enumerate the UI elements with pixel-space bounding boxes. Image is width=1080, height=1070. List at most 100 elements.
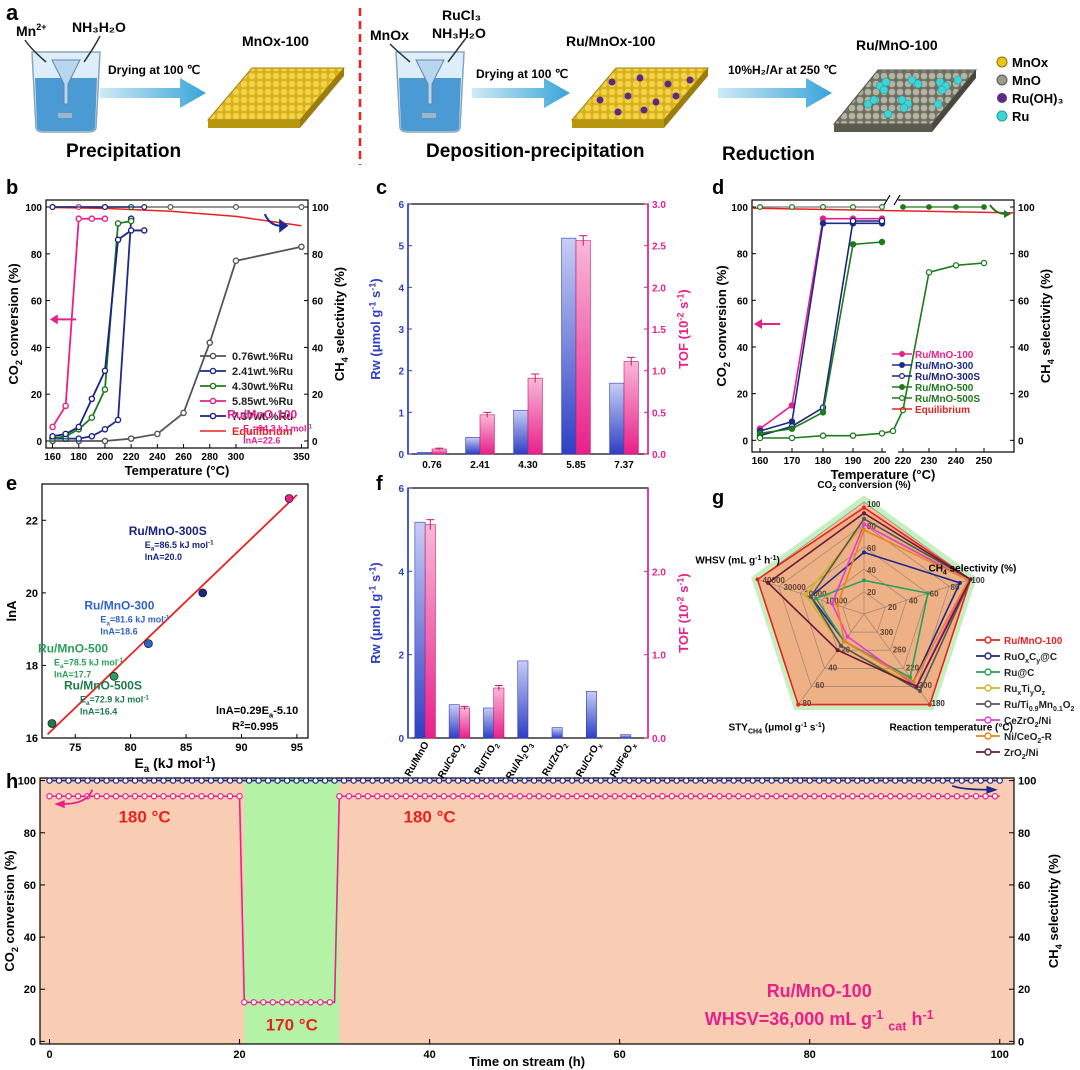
fit-equation: lnA=0.29Ea​-5.10 <box>216 705 298 719</box>
selectivity-point <box>849 204 856 211</box>
y-tick-label: 80 <box>737 250 749 261</box>
selectivity-point <box>46 777 53 784</box>
legend-marker <box>984 732 992 740</box>
legend-marker <box>984 652 992 660</box>
x-tick-label: 85 <box>180 742 192 754</box>
left-arrowhead-icon <box>54 800 65 809</box>
panel-c-letter: c <box>376 177 387 199</box>
conversion-point <box>122 793 129 800</box>
y2-tick-label: 0 <box>1018 1036 1024 1048</box>
selectivity-point <box>616 777 623 784</box>
y-tick-label: 100 <box>18 776 36 788</box>
selectivity-point <box>350 777 357 784</box>
selectivity-point <box>274 777 281 784</box>
point-name: Ru/MnO-500S <box>64 678 142 692</box>
legend-label: Equilibrium <box>232 426 293 438</box>
y-tick-label: 6 <box>398 484 404 495</box>
radar-tick: 60 <box>930 590 939 599</box>
selectivity-point <box>502 777 509 784</box>
data-point <box>925 269 933 276</box>
conversion-point <box>573 793 581 800</box>
selectivity-point <box>996 777 1003 784</box>
y-tick-label: 0 <box>742 436 748 447</box>
data-point <box>62 430 69 438</box>
radar-series-CeZrO2/Ni <box>831 523 970 688</box>
selectivity-point <box>245 777 253 784</box>
x-tick-label: 220 <box>895 456 912 467</box>
radar-point <box>830 601 835 606</box>
bar-rw <box>561 237 577 455</box>
y2-tick-label: 60 <box>1018 880 1030 892</box>
selectivity-point <box>587 777 595 784</box>
point-name: Ru/MnO-100 <box>227 408 297 422</box>
y-tick-label: 5 <box>398 242 404 253</box>
selectivity-point <box>255 777 262 784</box>
conversion-point <box>621 793 628 800</box>
y2-tick-label: 80 <box>312 250 324 261</box>
data-point <box>878 217 886 225</box>
legend-label: Ru/MnO-300S <box>915 372 980 383</box>
conversion-point <box>526 793 533 800</box>
panel-a-legend: MnOx MnO Ru(OH)₃ Ru <box>996 55 1064 124</box>
data-point <box>198 588 208 598</box>
legend-label: Ru@C <box>1004 668 1034 679</box>
conversion-point <box>944 793 951 800</box>
x-tick-label: 40 <box>423 1049 435 1061</box>
point-name: Ru/MnO-300S <box>129 524 207 538</box>
radar-point <box>838 643 843 648</box>
conversion-point <box>849 793 856 800</box>
legend-label: 2.41wt.%Ru <box>232 366 293 378</box>
conversion-point <box>963 793 970 800</box>
x-axis-title: Ea​ (kJ mol-1​) <box>134 755 215 775</box>
conversion-point <box>754 793 761 800</box>
conversion-point <box>269 999 277 1006</box>
selectivity-point <box>84 777 91 784</box>
selectivity-point <box>939 777 946 784</box>
conversion-point <box>160 793 167 800</box>
radar-axis-label: WHSV (mL g-1​ h-1​) <box>695 555 780 567</box>
y-tick-label: 40 <box>737 343 749 354</box>
conversion-point <box>583 793 590 800</box>
conversion-point <box>982 793 989 800</box>
y-axis-title: CO2​ conversion (%) <box>2 850 20 971</box>
panel-g-chart: 2040608010020406080100300260220200180204… <box>695 480 1074 761</box>
plot-frame <box>41 483 309 739</box>
conversion-point <box>497 793 505 800</box>
y-axis-title: CO2​ conversion (%) <box>714 265 732 386</box>
selectivity-point <box>835 777 842 784</box>
conversion-point <box>55 793 63 800</box>
data-point <box>47 719 57 728</box>
series-line-5.85wt.%Ru <box>51 217 105 428</box>
panel-g-letter: g <box>712 487 724 509</box>
x-tick-label: 20 <box>233 1049 245 1061</box>
legend-label: Ni/CeO2​-R <box>1004 732 1053 745</box>
panel-d-letter: d <box>712 177 724 199</box>
selectivity-point <box>226 777 234 784</box>
equilibrium-line <box>52 206 302 227</box>
legend-marker <box>898 395 905 402</box>
data-point <box>114 236 122 244</box>
selectivity-point <box>369 777 376 784</box>
selectivity-point <box>264 777 272 784</box>
x-axis-title: Temperature (°C) <box>125 463 230 478</box>
series-line-Ru/MnO-300 <box>759 222 882 432</box>
y2-tick-label: 0 <box>1018 436 1024 447</box>
selectivity-point <box>663 777 671 784</box>
data-point <box>756 434 764 442</box>
data-point <box>101 425 109 433</box>
conversion-point <box>374 793 381 800</box>
radar-series-Ni/CeO2-R <box>836 528 970 684</box>
conversion-point <box>934 793 942 800</box>
conversion-point <box>640 793 647 800</box>
y-tick-label: 2 <box>398 367 404 378</box>
y2-tick-label: 40 <box>1018 343 1030 354</box>
y-tick-label: 80 <box>24 828 36 840</box>
y2-tick-label: 60 <box>312 297 324 308</box>
selectivity-point <box>749 777 756 784</box>
y-tick-label: 40 <box>24 932 36 944</box>
conversion-point <box>459 793 467 800</box>
radar-tick: 100 <box>971 576 985 585</box>
